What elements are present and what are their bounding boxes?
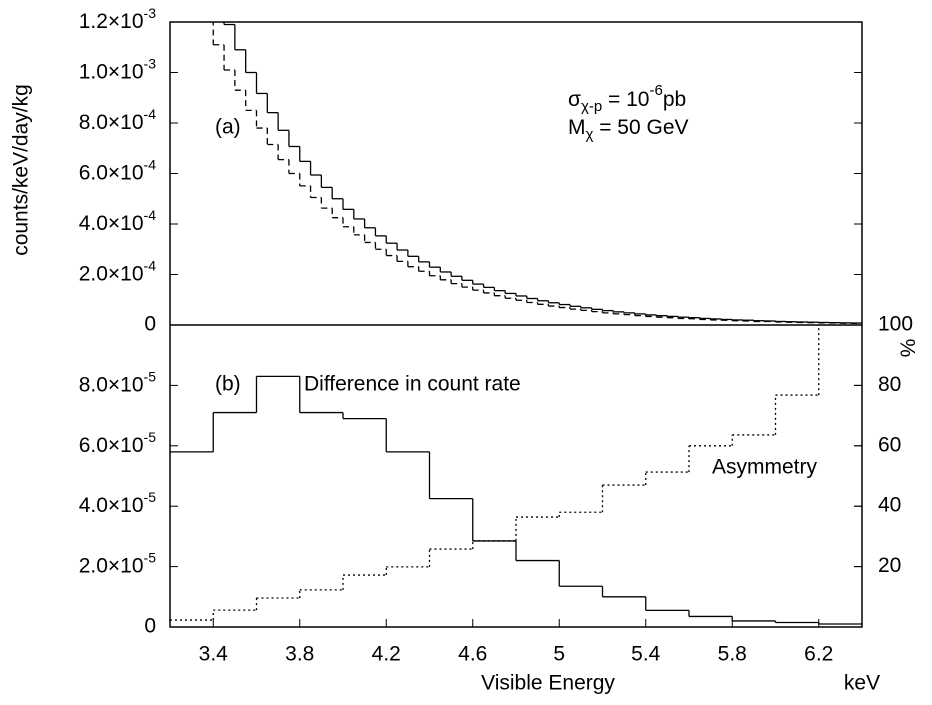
tick-label-base: 2.0×10 [79,262,144,285]
tick-label-base: 8.0×10 [79,111,144,134]
tick-label: 2.0×10-5 [79,549,156,577]
tick-label-exponent: -3 [144,55,157,71]
tick-label-base: 2.0×10 [79,554,144,577]
tick-label: 2.0×10-4 [79,257,156,285]
tick-label-base: 8.0×10 [79,373,144,396]
tick-label: 0 [144,615,156,638]
y2-tick-label: 40 [878,494,901,517]
y2-axis-label: % [895,339,918,358]
x-tick-label: 5 [553,643,565,666]
tick-label: 8.0×10-4 [79,106,156,134]
tick-label-exponent: -4 [144,207,157,223]
tick-label: 0 [144,313,156,336]
tick-label-base: 6.0×10 [79,433,144,456]
panel-label: (a) [215,116,241,139]
series-label: Asymmetry [712,456,818,479]
y2-tick-label: 100 [878,313,913,336]
tick-label: 6.0×10-5 [79,429,156,457]
annotation: Mχ = 50 GeV [568,116,689,143]
tick-label: 8.0×10-5 [79,368,156,396]
y-axis-label: counts/keV/day/kg [10,84,33,256]
y2-tick-label: 60 [878,433,901,456]
x-tick-label: 4.2 [372,643,401,666]
x-tick-label: 5.8 [718,643,747,666]
panel-label: (b) [215,373,241,396]
series-label: Difference in count rate [304,373,521,396]
annotation-part: χ [586,126,594,143]
tick-label-exponent: -4 [144,106,157,122]
x-tick-label: 3.4 [199,643,229,666]
tick-label-base: 4.0×10 [79,494,144,517]
annotation-part: pb [663,88,686,111]
annotation-part: = 10 [602,88,649,111]
tick-label-base: 1.0×10 [79,60,144,83]
x-axis-label: Visible Energy [481,672,615,695]
annotation-part: χ-p [581,98,602,115]
tick-label-base: 6.0×10 [79,161,144,184]
tick-label-exponent: -5 [144,489,157,505]
x-tick-label: 3.8 [285,643,314,666]
x-axis-unit: keV [844,672,880,695]
tick-label-exponent: -3 [144,5,157,21]
plot-area [212,22,862,324]
plot-area [170,325,862,625]
annotation-part: = 50 GeV [593,116,688,139]
tick-label-exponent: -4 [144,257,157,273]
tick-label-base: 4.0×10 [79,212,144,235]
annotation-part: σ [568,88,581,111]
tick-label: 1.0×10-3 [79,55,156,83]
tick-label-exponent: -5 [144,368,157,384]
tick-label: 4.0×10-5 [79,489,156,517]
y2-tick-label: 20 [878,554,901,577]
tick-label: 6.0×10-4 [79,156,156,184]
x-tick-label: 4.6 [458,643,487,666]
x-tick-label: 5.4 [631,643,661,666]
annotation-part: M [568,116,586,139]
tick-label-exponent: -4 [144,156,157,172]
y2-tick-label: 80 [878,373,901,396]
tick-label-base: 1.2×10 [79,10,144,33]
tick-label: 4.0×10-4 [79,207,156,235]
tick-label-exponent: -5 [144,429,157,445]
x-tick-label: 6.2 [804,643,833,666]
tick-label: 1.2×10-3 [79,5,156,33]
tick-label-exponent: -5 [144,549,157,565]
annotation-part: -6 [649,82,662,99]
annotation: σχ-p = 10-6pb [568,82,686,115]
